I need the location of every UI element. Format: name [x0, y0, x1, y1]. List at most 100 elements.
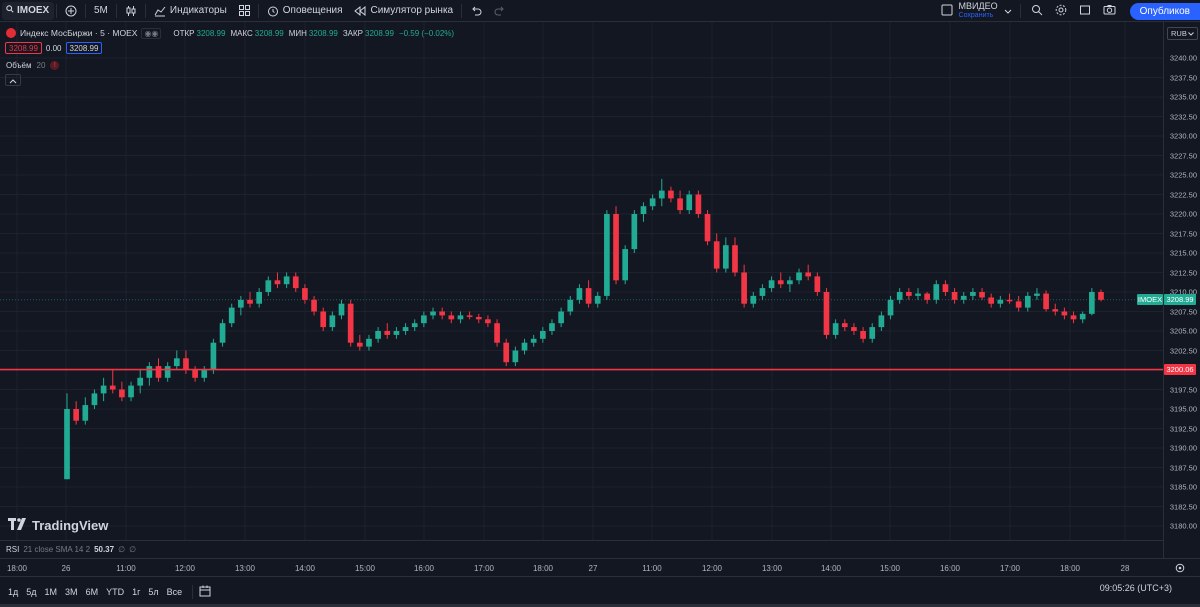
indicators-label: Индикаторы — [169, 5, 227, 16]
candle — [649, 194, 656, 211]
price-axis[interactable]: RUB 3240.00 3237.50 3235.00 3232.50 3230.00 3… — [1163, 22, 1200, 558]
redo-button[interactable] — [488, 0, 512, 22]
range-button[interactable]: 5д — [26, 587, 37, 597]
candle-body — [82, 405, 89, 421]
candle-body — [512, 350, 519, 363]
time-tick: 18:00 — [1059, 564, 1081, 573]
candle — [384, 323, 391, 339]
chart-type-button[interactable] — [119, 0, 143, 22]
rsi-pane[interactable]: RSI 21 close SMA 14 2 50.37 ∅ ∅ — [0, 540, 1163, 558]
candle-body — [686, 194, 693, 211]
range-button[interactable]: 5л — [148, 587, 159, 597]
price-tick: 3237.50 — [1169, 73, 1197, 82]
time-tick: 16:00 — [413, 564, 435, 573]
time-tick: 11:00 — [116, 564, 136, 573]
range-button[interactable]: 1М — [44, 587, 58, 597]
gear-icon[interactable] — [1055, 4, 1067, 19]
interval-button[interactable]: 5M — [94, 5, 108, 16]
candle — [805, 264, 812, 281]
quick-search-icon[interactable] — [1031, 4, 1043, 19]
calendar-icon[interactable] — [199, 585, 211, 600]
range-button[interactable]: 3М — [65, 587, 78, 597]
candle-body — [347, 303, 354, 343]
candle — [686, 190, 693, 214]
tradingview-logo[interactable]: TradingView — [8, 518, 108, 533]
sell-button[interactable]: 3208.99 — [5, 42, 42, 54]
buy-button[interactable]: 3208.99 — [65, 42, 103, 54]
price-tick: 3235.00 — [1169, 92, 1197, 102]
compare-button[interactable] — [59, 0, 83, 22]
layout-name[interactable]: МВИДЕО Сохранить — [959, 2, 998, 20]
range-button[interactable]: 6М — [85, 587, 99, 597]
time-axis[interactable]: 18:00 26 11:00 12:00 13:00 14:00 15:00 16:00 17:… — [0, 558, 1200, 576]
volume-legend[interactable]: Объём 20 ! — [6, 61, 60, 70]
warning-icon[interactable]: ! — [50, 61, 60, 70]
candle-body — [832, 323, 839, 335]
change-value: −0.59 (−0.02%) — [398, 28, 455, 38]
range-button[interactable]: 1д — [8, 587, 19, 597]
candle-body — [219, 323, 226, 343]
candle — [622, 245, 629, 285]
candle — [311, 295, 317, 316]
fullscreen-icon[interactable] — [1079, 4, 1091, 19]
candle-body — [521, 342, 528, 351]
publish-button[interactable]: Опубликов — [1129, 2, 1200, 20]
chevron-down-icon[interactable] — [1004, 4, 1012, 18]
price-tick: 3197.50 — [1169, 385, 1197, 394]
collapse-legend-button[interactable] — [5, 74, 21, 86]
candle — [988, 293, 995, 308]
candle-body — [988, 297, 995, 304]
candle — [1024, 292, 1031, 312]
price-chart[interactable] — [0, 22, 1163, 540]
candle-body — [1006, 299, 1013, 302]
candle-body — [640, 206, 647, 214]
open-label: ОТКР — [173, 28, 195, 38]
settings-icon[interactable] — [1175, 562, 1185, 576]
range-button[interactable]: Все — [166, 587, 183, 597]
candle-body — [411, 323, 418, 328]
legend-toggle-icon[interactable]: ◉◉ — [141, 27, 162, 39]
candle-body — [997, 299, 1004, 304]
candle-body — [119, 389, 125, 398]
candle-body — [283, 276, 290, 285]
candle-body — [201, 370, 208, 378]
candle-body — [814, 276, 821, 292]
tradingview-brand: TradingView — [32, 518, 109, 533]
horizontal-scrollbar[interactable] — [0, 604, 1200, 607]
indicators-button[interactable]: Индикаторы — [148, 0, 233, 22]
divider — [192, 585, 194, 599]
candle-body — [265, 280, 272, 292]
camera-icon[interactable] — [1103, 4, 1116, 18]
candle-body — [823, 292, 830, 335]
currency-selector[interactable]: RUB — [1167, 27, 1198, 40]
candle — [128, 381, 134, 402]
clock[interactable]: 09:05:26 (UTC+3) — [1100, 577, 1172, 599]
candle-body — [439, 311, 446, 316]
main-legend[interactable]: Индекс МосБиржи · 5 · MOEX ◉◉ ОТКР 3208.9… — [6, 27, 457, 39]
candle-body — [137, 377, 144, 386]
time-tick: 12:00 — [174, 564, 196, 573]
top-toolbar: IMOEX 5M Индикаторы Оповещения Симулятор… — [0, 0, 1200, 22]
candle-body — [585, 288, 592, 304]
candle-body — [970, 292, 976, 296]
undo-button[interactable] — [464, 0, 488, 22]
range-button[interactable]: YTD — [106, 587, 125, 597]
price-tick: 3212.50 — [1169, 268, 1197, 277]
time-tick: 14:00 — [294, 564, 316, 573]
candles — [64, 178, 1104, 480]
templates-button[interactable] — [233, 0, 256, 22]
symbol-search[interactable]: IMOEX — [2, 1, 54, 20]
low-value: 3208.99 — [308, 28, 338, 38]
candle — [585, 280, 592, 308]
range-button[interactable]: 1г — [132, 587, 141, 597]
candle — [841, 319, 848, 331]
time-tick: 13:00 — [234, 564, 256, 573]
high-value: 3208.99 — [254, 28, 284, 38]
replay-button[interactable]: Симулятор рынка — [348, 0, 459, 22]
toolbar-right: МВИДЕО Сохранить Опубликов — [941, 0, 1200, 22]
ohlc-values: ОТКР 3208.99 МАКС 3208.99 МИН 3208.99 ЗАКР 3… — [173, 29, 457, 38]
candle — [604, 210, 610, 300]
layout-square-icon[interactable] — [941, 4, 953, 19]
alerts-button[interactable]: Оповещения — [261, 0, 349, 22]
price-tick: 3215.00 — [1169, 248, 1197, 258]
